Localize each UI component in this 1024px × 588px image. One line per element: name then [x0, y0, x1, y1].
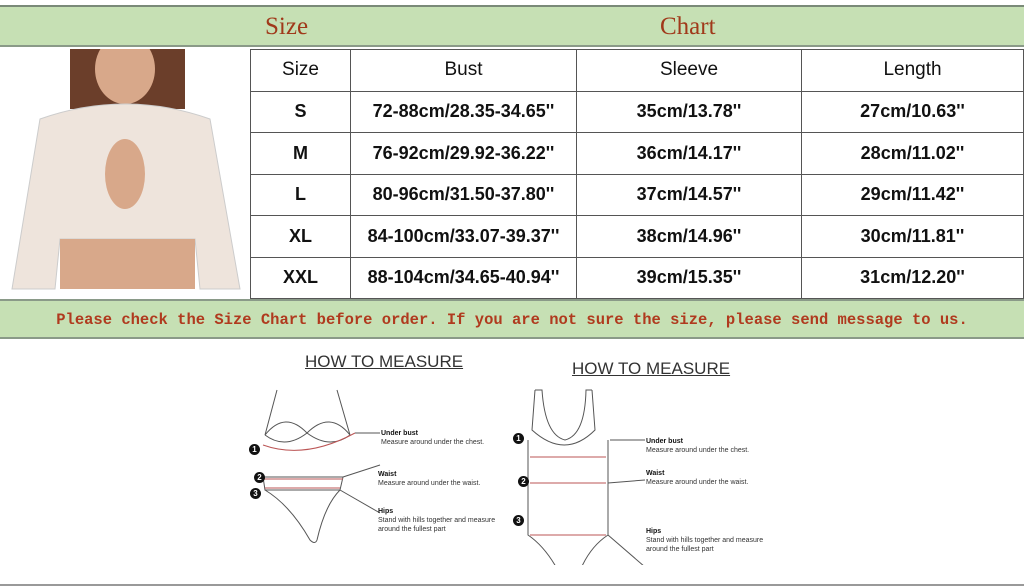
table-cell: 30cm/11.81'': [801, 215, 1024, 258]
table-cell: 37cm/14.57'': [576, 173, 802, 216]
table-cell: 31cm/12.20'': [801, 256, 1024, 299]
column-header: Size: [250, 49, 351, 92]
table-cell: 28cm/11.02'': [801, 132, 1024, 175]
column-header: Bust: [350, 49, 577, 92]
label-waist: Waist Measure around under the waist.: [378, 471, 481, 487]
table-cell: 72-88cm/28.35-34.65'': [350, 90, 577, 133]
table-cell: 38cm/14.96'': [576, 215, 802, 258]
header-size: Size: [265, 13, 309, 40]
model-photo: [0, 34, 250, 297]
table-cell: S: [250, 90, 351, 133]
swimsuit-diagram: [527, 389, 646, 565]
marker-3: 3: [513, 515, 524, 526]
marker-3: 3: [250, 488, 261, 499]
table-cell: 39cm/15.35'': [576, 256, 802, 299]
table-row: L 80-96cm/31.50-37.80'' 37cm/14.57'' 29cm/1…: [250, 173, 1024, 216]
table-cell: 80-96cm/31.50-37.80'': [350, 173, 577, 216]
table-cell: 35cm/13.78'': [576, 90, 802, 133]
size-table: Size Bust Sleeve Length S 72-88cm/28.35-3…: [250, 49, 1024, 299]
table-row: S 72-88cm/28.35-34.65'' 35cm/13.78'' 27cm/1…: [250, 90, 1024, 133]
label-hips: Hips Stand with hills together and measur…: [646, 528, 764, 553]
table-cell: 36cm/14.17'': [576, 132, 802, 175]
guide-title: HOW TO MEASURE: [305, 352, 464, 371]
table-row: M 76-92cm/29.92-36.22'' 36cm/14.17'' 28cm/1…: [250, 132, 1024, 175]
column-header: Sleeve: [576, 49, 802, 92]
table-cell: 88-104cm/34.65-40.94'': [350, 256, 577, 299]
column-header: Length: [801, 49, 1024, 92]
table-cell: XXL: [250, 256, 351, 299]
header-chart: Chart: [660, 13, 716, 40]
marker-2: 2: [518, 476, 529, 487]
table-cell: 27cm/10.63'': [801, 90, 1024, 133]
guide-title: HOW TO MEASURE: [572, 359, 731, 378]
table-row: XXL 88-104cm/34.65-40.94'' 39cm/15.35'' 31c…: [250, 256, 1024, 299]
label-under-bust: Under bust Measure around under the chest…: [381, 430, 485, 446]
label-hips: Hips Stand with hills together and measur…: [378, 508, 496, 533]
table-header-row: Size Bust Sleeve Length: [250, 49, 1024, 92]
bikini-diagram: [262, 389, 381, 543]
divider: [0, 584, 1024, 586]
marker-1: 1: [249, 444, 260, 455]
marker-2: 2: [254, 472, 265, 483]
label-waist: Waist Measure around under the waist.: [646, 470, 749, 486]
table-cell: XL: [250, 215, 351, 258]
table-cell: 29cm/11.42'': [801, 173, 1024, 216]
table-cell: L: [250, 173, 351, 216]
label-under-bust: Under bust Measure around under the chest…: [646, 438, 750, 454]
table-cell: 76-92cm/29.92-36.22'': [350, 132, 577, 175]
table-row: XL 84-100cm/33.07-39.37'' 38cm/14.96'' 30cm…: [250, 215, 1024, 258]
chart-header: Size Chart: [0, 7, 1024, 47]
table-cell: M: [250, 132, 351, 175]
marker-1: 1: [513, 433, 524, 444]
notice-bar: Please check the Size Chart before order…: [0, 299, 1024, 339]
divider: [0, 5, 1024, 7]
table-cell: 84-100cm/33.07-39.37'': [350, 215, 577, 258]
